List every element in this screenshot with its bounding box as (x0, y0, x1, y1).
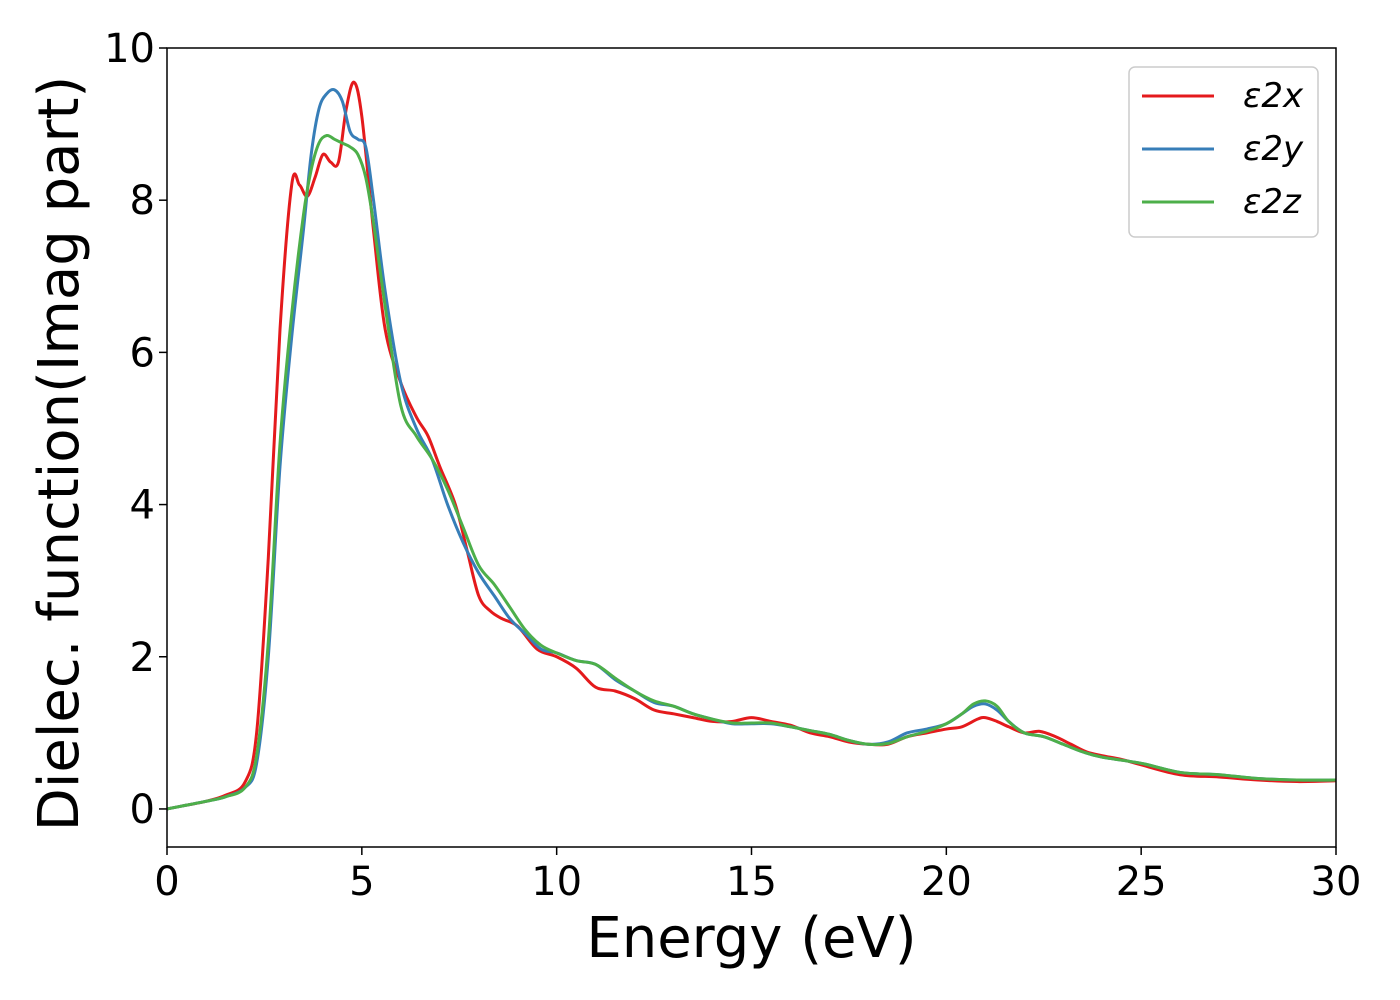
y-tick-label: 10 (104, 26, 155, 72)
legend-label-3: ε2z (1243, 182, 1302, 222)
y-tick-label: 2 (130, 635, 155, 681)
x-tick-label: 0 (154, 859, 179, 905)
legend-label-2: ε2y (1243, 129, 1304, 169)
x-axis-ticks: 0 5 10 15 20 25 30 (154, 847, 1361, 905)
x-axis-title: Energy (eV) (586, 906, 916, 971)
y-tick-label: 8 (130, 178, 155, 224)
x-tick-label: 30 (1311, 859, 1362, 905)
series-line-3 (166, 133, 1337, 811)
legend-label-1: ε2x (1243, 76, 1304, 116)
x-tick-label: 15 (726, 859, 777, 905)
x-tick-label: 5 (349, 859, 374, 905)
x-tick-label: 20 (921, 859, 972, 905)
y-axis-ticks: 0 2 4 6 8 10 (104, 26, 167, 833)
legend: ε2x ε2y ε2z (1128, 66, 1319, 238)
legend-box (1128, 66, 1319, 238)
plot-lines (166, 80, 1337, 811)
y-tick-label: 6 (130, 330, 155, 376)
x-tick-label: 25 (1116, 859, 1167, 905)
y-axis-title: Dielec. function(Imag part) (27, 76, 92, 832)
x-tick-label: 10 (531, 859, 582, 905)
y-tick-label: 0 (130, 787, 155, 833)
y-tick-label: 4 (130, 483, 155, 529)
